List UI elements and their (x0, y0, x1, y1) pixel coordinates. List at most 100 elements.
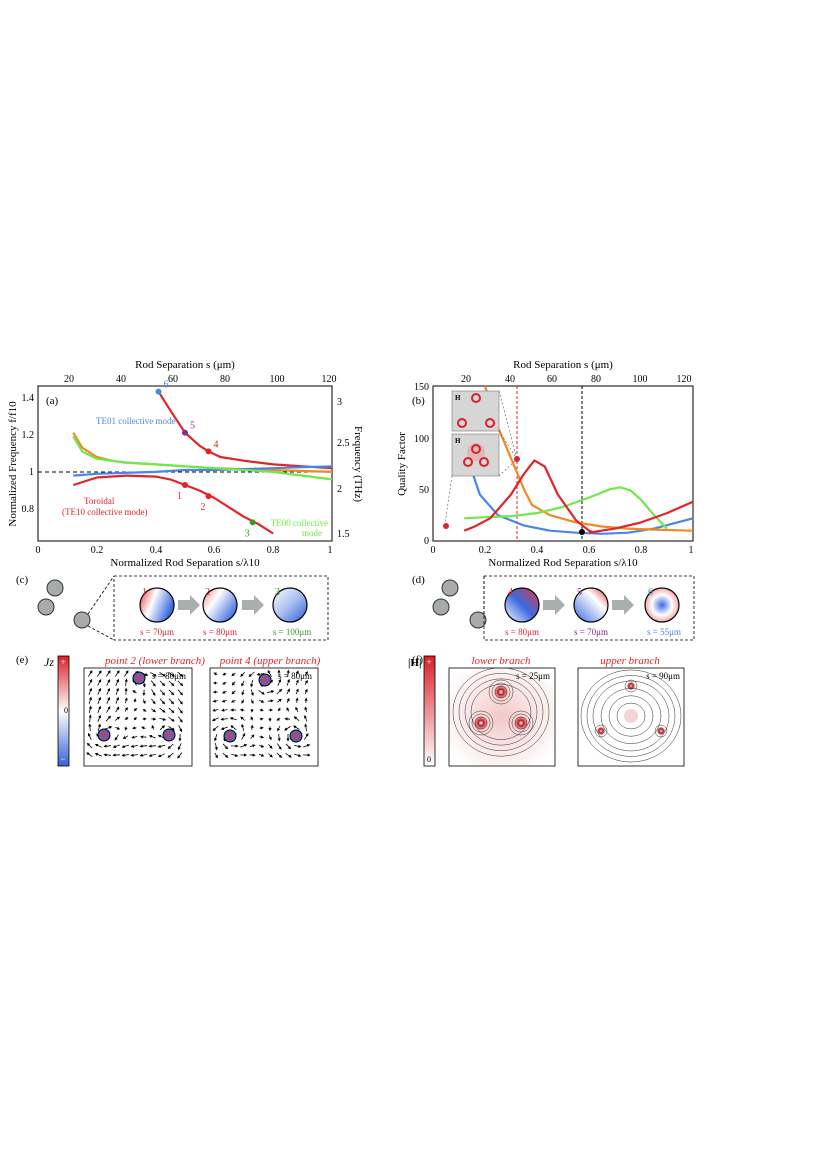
current-vector (240, 743, 248, 748)
current-vector (214, 733, 218, 742)
panel-a-right-axis-title: Frequency (THz) (352, 426, 364, 502)
current-vector (105, 715, 112, 722)
inset-label: H (455, 394, 461, 402)
step-number: 3 (275, 587, 280, 598)
current-vector (115, 687, 119, 695)
current-vector (248, 671, 255, 678)
current-vector (259, 744, 265, 748)
colorbar-plus: + (60, 657, 65, 667)
field-lines-lower (452, 667, 550, 757)
mode-evolution-box (113, 575, 329, 641)
field-hotspot (657, 727, 665, 735)
top-tick: 40 (505, 374, 515, 385)
current-vector (222, 681, 227, 685)
right-tick: 2 (337, 484, 342, 495)
series-line-0 (463, 437, 694, 535)
current-vector (267, 670, 272, 677)
current-vector (103, 753, 112, 757)
current-vector (114, 716, 121, 721)
marker-point-6 (155, 388, 162, 395)
current-vector (159, 707, 166, 713)
current-vector (121, 744, 130, 748)
top-tick: 80 (591, 374, 601, 385)
label-te00-2: mode (302, 528, 322, 538)
inset-frame (451, 390, 500, 432)
step-caption: s = 100μm (273, 627, 311, 637)
colorbar-h (423, 655, 436, 767)
current-vector (88, 670, 93, 677)
panel-a-plot: 1 2 3 4 5 6 (72, 380, 333, 539)
current-vector (277, 743, 282, 750)
current-vector (167, 752, 174, 758)
mode-profile-2 (202, 587, 238, 623)
current-vector (241, 699, 245, 704)
panel-a: (a) Rod Separation s (μm) 20 40 60 80 10… (7, 359, 364, 569)
current-vector (157, 744, 165, 748)
current-vector (177, 743, 182, 751)
title-lower-branch: lower branch (472, 655, 531, 667)
panel-c-label: (c) (16, 574, 29, 586)
rod-current (258, 673, 272, 687)
top-tick: 40 (116, 374, 126, 385)
rod (469, 611, 487, 629)
current-vector (148, 735, 156, 739)
inset-rod (463, 457, 473, 467)
right-tick: 2.5 (337, 438, 350, 449)
current-vector (250, 680, 254, 688)
current-vector (212, 725, 219, 732)
current-vector (97, 687, 102, 695)
current-vector (151, 698, 156, 705)
series-line-4 (72, 435, 333, 481)
current-vector (94, 752, 102, 757)
bottom-tick: 0.6 (208, 545, 221, 556)
current-vector (114, 670, 120, 677)
top-tick: 100 (270, 374, 285, 385)
panel-b: (b) Rod Separation s (μm) 20 40 60 80 10… (396, 359, 694, 569)
field-hotspot (474, 716, 488, 730)
current-vector (97, 714, 102, 722)
series-line-3 (73, 465, 333, 477)
top-tick: 60 (168, 374, 178, 385)
step-caption: s = 55μm (647, 627, 681, 637)
top-tick: 100 (633, 374, 648, 385)
inset-rod (479, 457, 489, 467)
field-line (624, 679, 638, 693)
current-vector (286, 669, 290, 677)
vector-field-right (211, 669, 311, 759)
step-number: 5 (577, 587, 582, 598)
current-vector (105, 670, 111, 677)
colorbar-zero: 0 (64, 706, 68, 715)
current-vector (106, 706, 111, 713)
current-vector (88, 723, 92, 732)
current-vector (241, 732, 246, 740)
current-vector (177, 680, 184, 687)
label-toroidal-1: Toroidal (84, 496, 115, 506)
current-vector (106, 687, 111, 695)
current-vector (304, 723, 308, 732)
step-caption: s = 70μm (140, 627, 174, 637)
current-vector (295, 706, 299, 712)
current-vector (241, 689, 245, 696)
field-line (452, 667, 550, 757)
separation-label: s = 90μm (646, 671, 680, 681)
current-vector (88, 696, 92, 705)
current-vector (277, 707, 281, 712)
current-vector (304, 715, 308, 722)
step-number: 1 (142, 587, 147, 598)
current-vector (285, 743, 292, 750)
current-vector (106, 678, 111, 686)
current-vector (151, 689, 156, 696)
field-line (654, 724, 668, 738)
colorbar-zero: 0 (427, 755, 431, 764)
field-line (616, 702, 646, 730)
rod (432, 598, 450, 616)
current-vector (277, 734, 281, 742)
current-vector (150, 680, 156, 687)
current-vector (88, 705, 92, 713)
panel-e: (e) Jz + 0 − point 2 (lower branch) s = … (16, 654, 321, 767)
panel-b-bottom-axis-title: Normalized Rod Separation s/λ10 (488, 557, 638, 569)
current-vector (285, 752, 292, 758)
panel-a-right-ticks: 3 2.5 2 1.5 (337, 397, 350, 540)
start-point (443, 523, 449, 529)
